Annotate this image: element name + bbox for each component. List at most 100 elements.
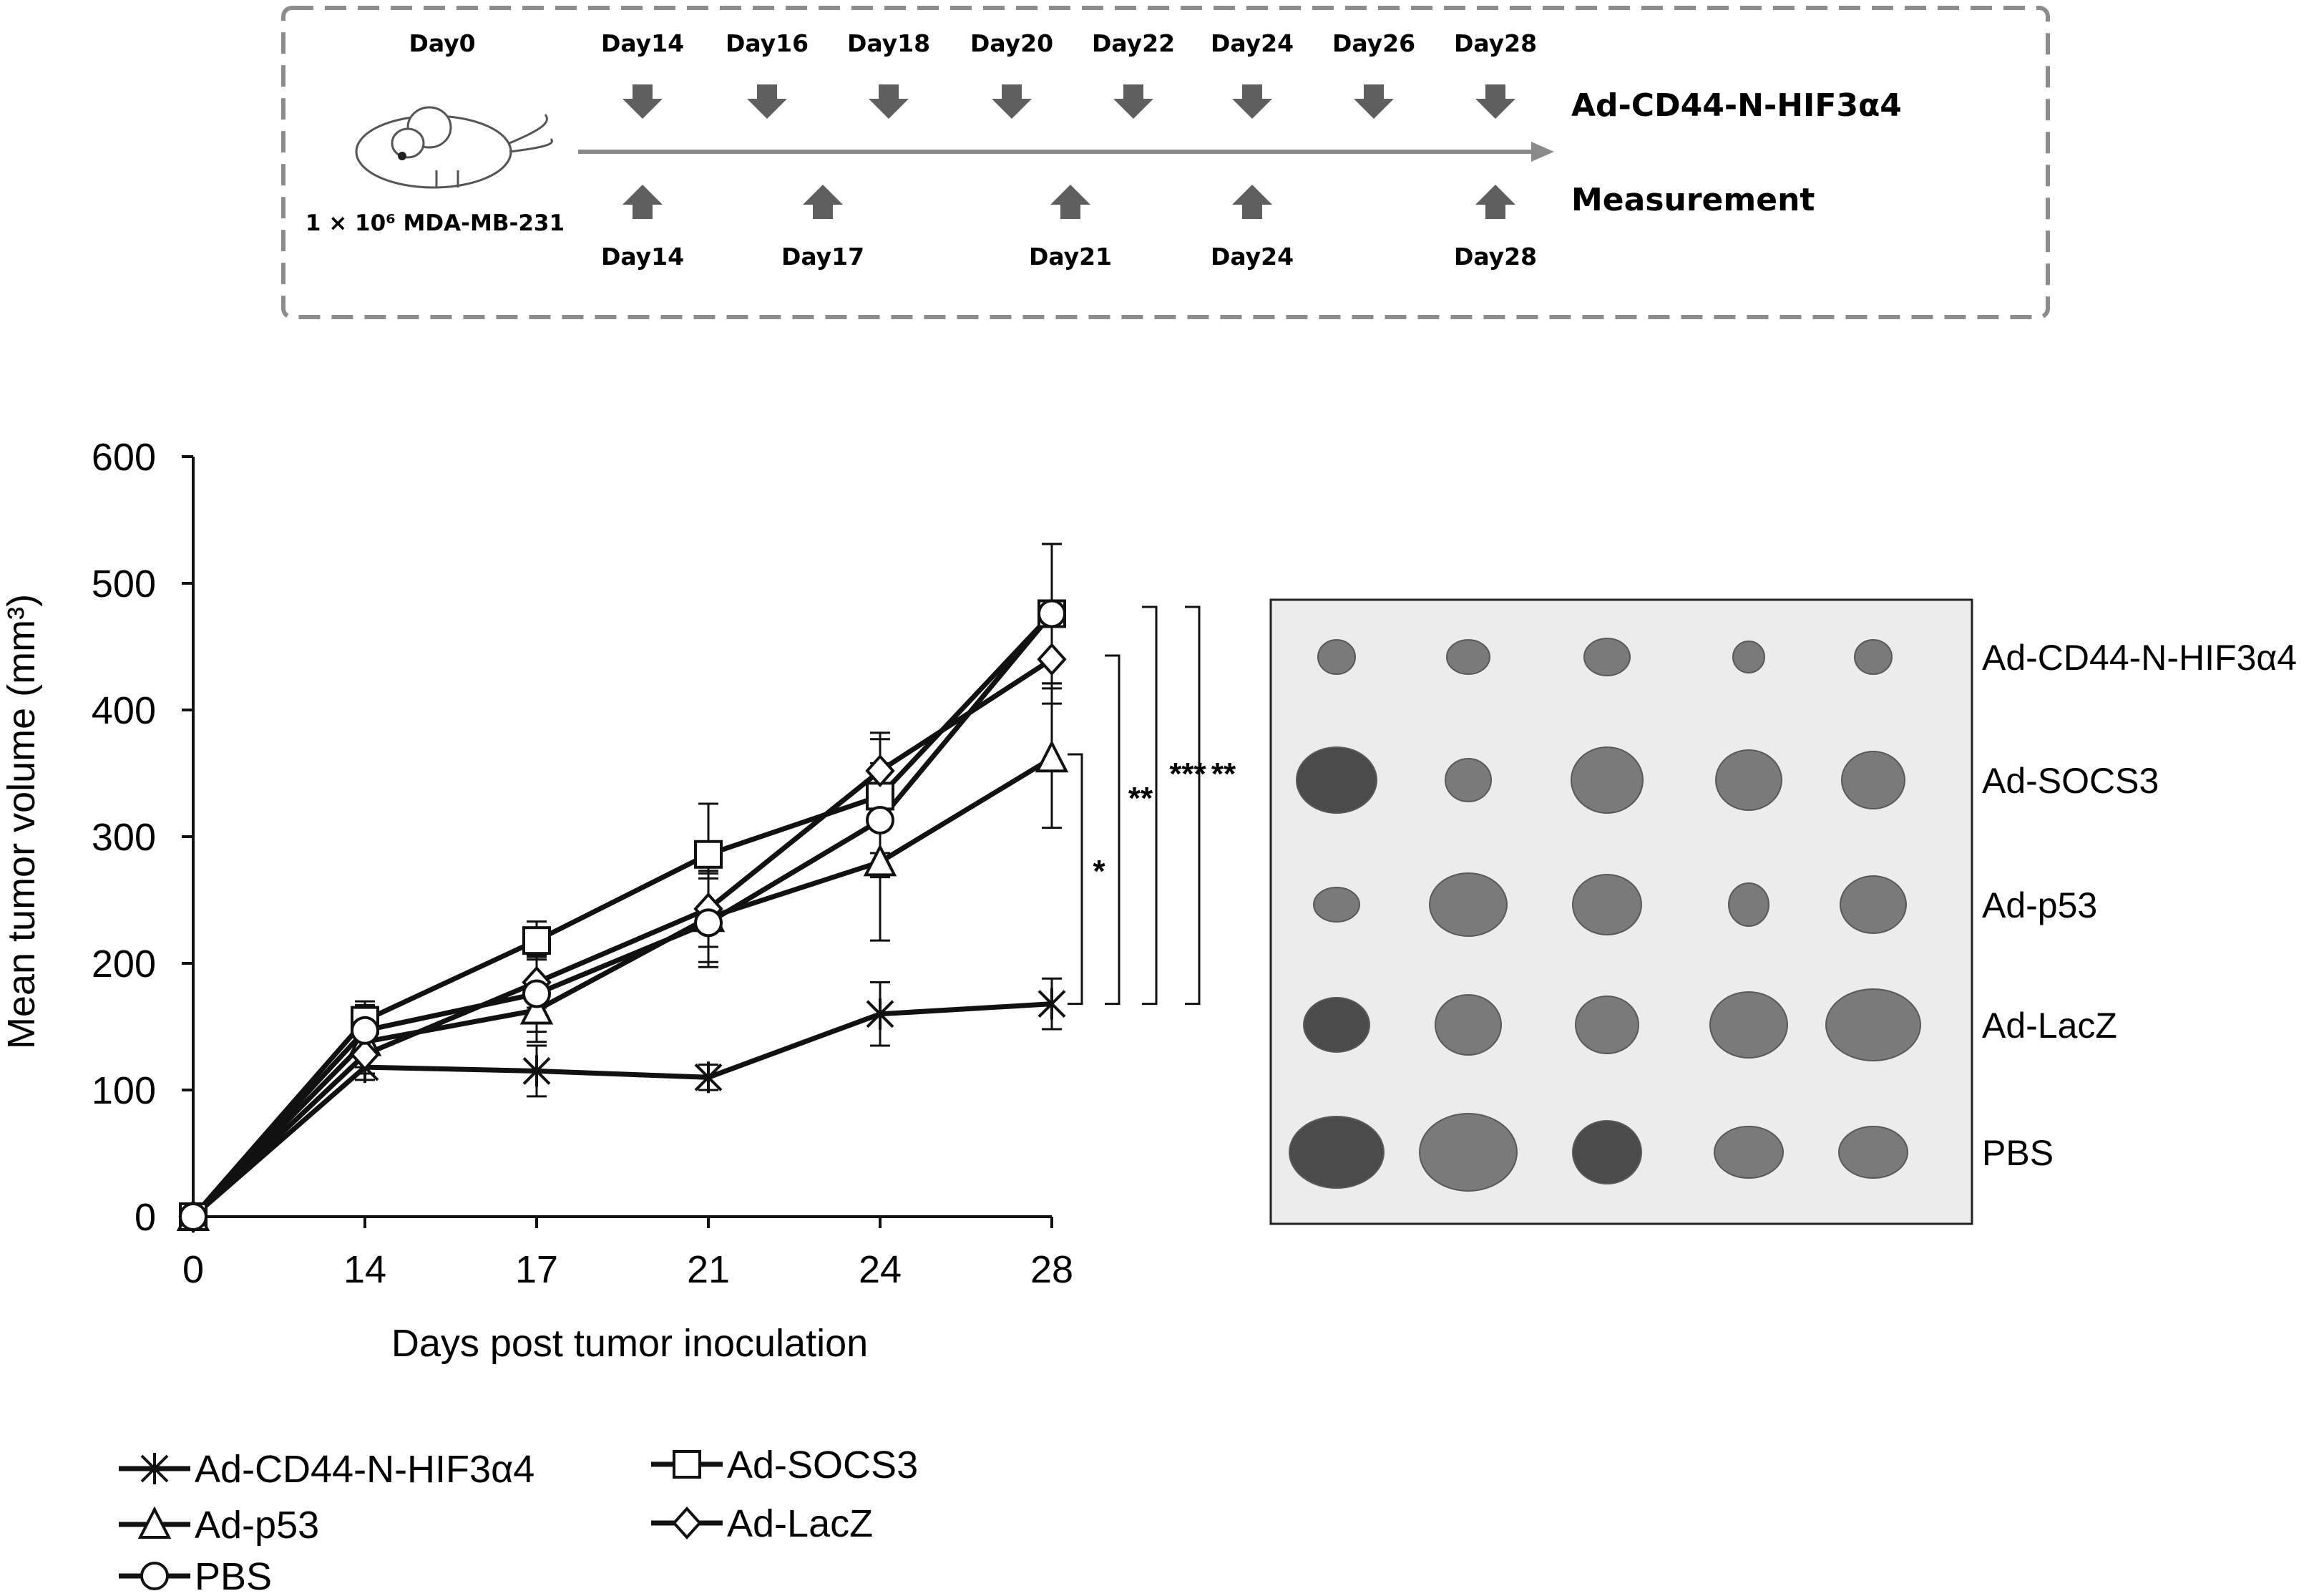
legend-item: Ad-SOCS3 (651, 1444, 918, 1486)
photo-row-label: Ad-SOCS3 (1982, 761, 2159, 801)
tumor-specimen (1709, 991, 1788, 1059)
photo-row-label: Ad-p53 (1982, 885, 2097, 925)
tumor-specimen (1583, 638, 1631, 676)
tumor-specimen (1289, 1116, 1385, 1189)
tumor-specimen (1838, 1126, 1908, 1179)
tumor-specimen (1419, 1113, 1518, 1192)
legend-item: Ad-CD44-N-HIF3α4 (119, 1448, 534, 1491)
down-arrow-icon (992, 84, 1032, 119)
legend-item: Ad-LacZ (651, 1502, 873, 1545)
data-point-x-marker (140, 1453, 169, 1484)
data-point-x-marker (694, 1061, 723, 1094)
data-point-circle-marker (1038, 599, 1066, 628)
data-point-triangle-marker (863, 844, 897, 877)
series-line (191, 612, 1054, 1219)
photo-row-label: PBS (1982, 1133, 2054, 1173)
data-point-circle-marker (694, 908, 723, 938)
down-arrow-icon (869, 84, 909, 119)
data-point-diamond-marker (350, 1038, 380, 1071)
legend-label: Ad-LacZ (727, 1502, 873, 1545)
injection-label: Ad-CD44-N-HIF3α4 (1571, 87, 1902, 124)
injection-day-label: Day28 (1454, 29, 1537, 57)
tumor-specimen (1854, 639, 1893, 675)
timeline-border (281, 6, 2050, 319)
timeline-axis-arrowhead (1531, 142, 1554, 162)
legend-item: PBS (119, 1555, 272, 1596)
tumor-specimen (1714, 1126, 1784, 1179)
y-tick-label: 400 (92, 689, 156, 732)
x-tick-label: 14 (343, 1248, 386, 1291)
data-point-square-marker (694, 840, 723, 869)
y-tick-label: 500 (92, 563, 156, 605)
photo-row-label: Ad-LacZ (1982, 1006, 2117, 1046)
data-point-circle-marker (866, 805, 894, 835)
series-line (191, 1001, 1053, 1219)
injection-day-label: Day18 (847, 29, 930, 57)
data-point-triangle-marker (137, 1506, 172, 1539)
data-point-circle-marker (179, 1202, 208, 1231)
y-tick-label: 200 (92, 943, 156, 986)
measurement-day-label: Day14 (601, 243, 684, 271)
tumor-specimen (1575, 996, 1639, 1054)
up-arrow-icon (1475, 185, 1515, 219)
tumor-specimen (1732, 641, 1765, 673)
injection-day-label: Day16 (726, 29, 809, 57)
tumor-specimen (1728, 882, 1769, 927)
tumor-specimen (1429, 872, 1508, 937)
significance-label: ** (1128, 781, 1153, 816)
x-tick-label: 17 (515, 1248, 558, 1291)
data-point-circle-marker (351, 1016, 379, 1045)
measurement-day-label: Day21 (1029, 243, 1112, 271)
legend-label: Ad-CD44-N-HIF3α4 (195, 1448, 534, 1491)
down-arrow-icon (1232, 84, 1272, 119)
x-tick-label: 21 (687, 1248, 730, 1291)
injection-day-label: Day20 (970, 29, 1053, 57)
down-arrow-icon (1475, 84, 1515, 119)
tumor-specimen (1303, 997, 1370, 1053)
down-arrow-icon (622, 84, 663, 119)
down-arrow-icon (747, 84, 787, 119)
legend-label: PBS (195, 1555, 272, 1596)
tumor-specimen (1715, 749, 1782, 811)
series-line (191, 756, 1053, 1219)
tumor-specimen (1317, 639, 1356, 675)
y-tick-label: 600 (92, 436, 156, 479)
data-point-triangle-marker (519, 992, 554, 1025)
mouse-icon (355, 106, 553, 189)
measurement-day-label: Day24 (1211, 243, 1294, 271)
series-line (191, 657, 1053, 1219)
legend-label: Ad-SOCS3 (727, 1444, 918, 1486)
significance-label: ** (1211, 756, 1236, 792)
tumor-photo-panel: Ad-CD44-N-HIF3α4 Ad-SOCS3 Ad-p53 Ad-LacZ PBS (1269, 598, 2297, 1225)
y-tick-label: 100 (92, 1069, 156, 1112)
down-arrow-icon (1113, 84, 1153, 119)
up-arrow-icon (803, 185, 843, 219)
significance-bracket (1142, 605, 1158, 1006)
photo-row-label: Ad-CD44-N-HIF3α4 (1982, 638, 2297, 678)
measurement-day-label: Day28 (1454, 243, 1537, 271)
x-tick-label: 24 (859, 1248, 902, 1291)
tumor-specimen (1840, 875, 1907, 934)
tumor-specimen (1571, 746, 1644, 814)
tumor-specimen (1572, 874, 1642, 935)
data-point-x-marker (522, 1055, 551, 1087)
measurement-day-label: Day17 (781, 243, 864, 271)
y-tick-label: 0 (135, 1196, 156, 1239)
y-axis-label: Mean tumor volume (mm³) (0, 594, 43, 1049)
legend-label: Ad-p53 (195, 1504, 319, 1547)
injection-day-label: Day22 (1092, 29, 1175, 57)
measurement-label: Measurement (1571, 182, 1815, 218)
injection-day-label: Day14 (601, 29, 684, 57)
x-tick-label: 28 (1030, 1248, 1073, 1291)
injection-day-label: Day26 (1332, 29, 1415, 57)
tumor-specimen (1572, 1120, 1642, 1184)
y-tick-label: 300 (92, 816, 156, 859)
significance-label: *** (1169, 756, 1206, 792)
data-point-triangle-marker (1035, 739, 1069, 773)
down-arrow-icon (1354, 84, 1394, 119)
data-point-diamond-marker (1037, 643, 1067, 676)
injection-day-label: Day24 (1211, 29, 1294, 57)
x-axis-label: Days post tumor inoculation (391, 1322, 868, 1365)
timeline-panel: Day0 1 × 10⁶ MDA-MB-231 Day14 Day16 Day18 D… (281, 6, 2050, 319)
